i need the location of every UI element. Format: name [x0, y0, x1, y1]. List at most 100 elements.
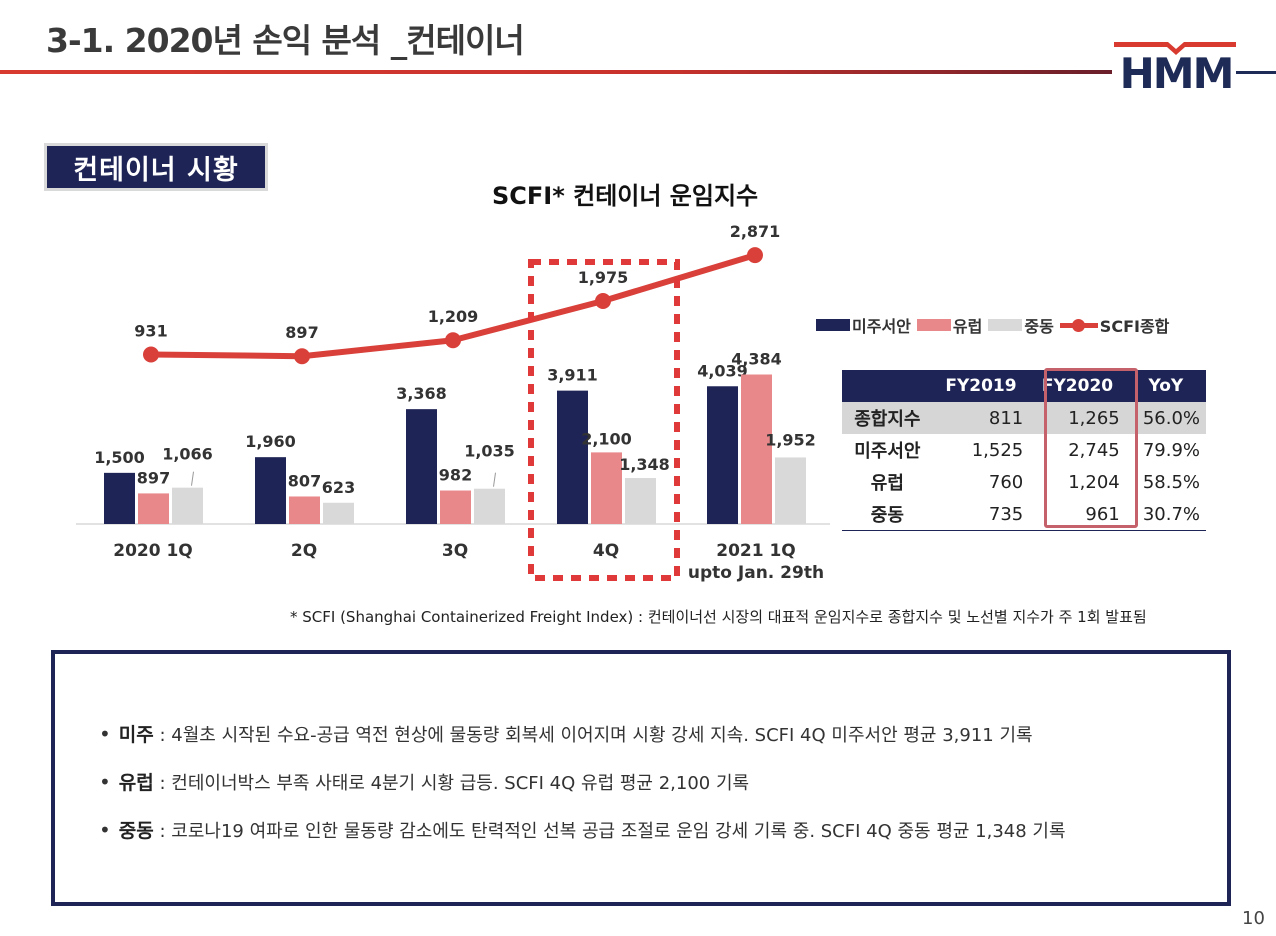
bullet: • — [99, 818, 111, 842]
page-number: 10 — [1242, 908, 1265, 929]
scfi-label: 897 — [285, 323, 318, 342]
bar-label: 1,500 — [94, 448, 145, 467]
category-sublabel: upto Jan. 29th — [688, 563, 824, 583]
bar-label: 623 — [322, 478, 355, 497]
chart-title: SCFI* 컨테이너 운임지수 — [492, 182, 759, 210]
scfi-point — [747, 247, 763, 264]
hmm-logo: HMM — [1114, 42, 1236, 94]
page-title: 3-1. 2020년 손익 분석 _컨테이너 — [46, 21, 525, 60]
table-cell: 811 — [932, 402, 1030, 434]
bar-label: 3,368 — [396, 384, 447, 403]
table-cell: 유럽 — [870, 473, 904, 494]
bar-1-3 — [591, 452, 622, 524]
note-text: : 4월초 시작된 수요-공급 역전 현상에 물동량 회복세 이어지며 시황 강… — [153, 725, 1033, 746]
table-cell: 58.5% — [1142, 471, 1200, 493]
bar-1-1 — [289, 496, 320, 524]
scfi-label: 1,975 — [578, 268, 629, 287]
bar-label: 3,911 — [547, 366, 598, 385]
bar-1-0 — [138, 493, 169, 524]
bar-label: 1,952 — [765, 430, 816, 449]
scfi-label: 931 — [134, 321, 167, 340]
bar-2-2 — [474, 488, 505, 524]
bar-0-2 — [406, 409, 437, 524]
legend-item-europe: 유럽 — [916, 313, 983, 337]
note-label: 미주 — [118, 724, 154, 746]
legend-label-us-west: 미주서안 — [852, 317, 911, 336]
title-rule-right — [1236, 71, 1276, 74]
table-cell: 중동 — [842, 498, 933, 531]
bar-label: 1,348 — [619, 455, 670, 474]
table-cell: 735 — [932, 498, 1030, 531]
note-text: : 컨테이너박스 부족 사태로 4분기 시황 급등. SCFI 4Q 유럽 평균… — [153, 773, 750, 794]
bar-2-4 — [775, 457, 806, 524]
table-cell: 미주서안 — [854, 441, 921, 462]
table-row: 중동 735 961 30.7% — [842, 498, 1206, 531]
bullet: • — [99, 722, 111, 746]
scfi-point — [595, 293, 611, 310]
legend-swatch-us-west — [816, 319, 850, 331]
bar-2-1 — [323, 502, 354, 524]
table-cell: 30.7% — [1125, 498, 1206, 531]
scfi-point — [143, 346, 159, 363]
table-cell: 1,204 — [1068, 471, 1120, 493]
legend-label-europe: 유럽 — [952, 317, 983, 336]
bar-0-1 — [255, 457, 286, 524]
scfi-point — [445, 332, 461, 349]
bar-0-3 — [557, 390, 588, 524]
bar-label: 807 — [288, 471, 321, 490]
note-europe: • 유럽 : 컨테이너박스 부족 사태로 4분기 시황 급등. SCFI 4Q 유… — [99, 768, 749, 795]
fy2020-highlight-box — [1044, 368, 1138, 528]
note-text: : 코로나19 여파로 인한 물동량 감소에도 탄력적인 선복 공급 조절로 운… — [153, 821, 1066, 842]
table-header-row: FY2019 FY2020 YoY — [842, 370, 1206, 402]
bar-1-4 — [741, 374, 772, 524]
table-row: 미주서안 1,525 2,745 79.9% — [842, 434, 1206, 466]
legend-swatch-middle-east — [988, 319, 1023, 331]
category-label: 2020 1Q — [113, 541, 193, 561]
legend-label-scfi: SCFI종합 — [1099, 317, 1170, 336]
legend-swatch-europe — [916, 319, 951, 331]
fy-comparison-table: FY2019 FY2020 YoY 종합지수 811 1,265 56.0% 미… — [842, 370, 1206, 531]
legend-item-middle-east: 중동 — [988, 313, 1054, 337]
table-row: 유럽 760 1,204 58.5% — [842, 466, 1206, 498]
bullet: • — [99, 770, 111, 794]
label-leader-line — [493, 472, 496, 487]
table-cell: 2,745 — [1068, 439, 1120, 461]
bar-0-0 — [104, 472, 135, 524]
bar-label: 1,960 — [245, 432, 296, 451]
table-cell: 79.9% — [1142, 439, 1200, 461]
table-cell: 1,525 — [971, 439, 1024, 461]
table-row: 종합지수 811 1,265 56.0% — [842, 402, 1206, 434]
category-label: 2Q — [291, 541, 317, 561]
table-header-yoy: YoY — [1125, 370, 1206, 402]
chart-legend: 미주서안 유럽 중동 SCFI종합 — [816, 313, 1175, 337]
scfi-label: 1,209 — [428, 307, 479, 326]
bar-2-0 — [172, 487, 203, 524]
highlight-4q-box — [528, 259, 680, 581]
title-rule — [0, 70, 1112, 74]
note-middle-east: • 중동 : 코로나19 여파로 인한 물동량 감소에도 탄력적인 선복 공급 조… — [99, 816, 1066, 843]
bar-label: 982 — [439, 466, 472, 485]
table-cell: 760 — [988, 471, 1024, 493]
bar-label: 1,066 — [162, 445, 213, 464]
notes-box: • 미주 : 4월초 시작된 수요-공급 역전 현상에 물동량 회복세 이어지며 … — [51, 650, 1231, 906]
category-label: 2021 1Q — [716, 541, 796, 561]
bar-2-3 — [625, 478, 656, 524]
bar-0-4 — [707, 386, 738, 524]
scfi-label: 2,871 — [730, 222, 781, 241]
table-header-fy2019: FY2019 — [932, 370, 1030, 402]
note-label: 중동 — [118, 820, 154, 842]
bar-label: 1,035 — [464, 442, 515, 461]
scfi-point — [294, 348, 310, 365]
table-cell: 56.0% — [1125, 402, 1206, 434]
footnote: * SCFI (Shanghai Containerized Freight I… — [290, 608, 1147, 626]
table-cell: 종합지수 — [842, 402, 933, 434]
logo-text: HMM — [1120, 49, 1233, 94]
legend-swatch-scfi — [1059, 319, 1098, 332]
category-label: 3Q — [442, 541, 468, 561]
table-header-blank — [842, 370, 933, 402]
bar-label: 4,384 — [731, 350, 782, 369]
note-us: • 미주 : 4월초 시작된 수요-공급 역전 현상에 물동량 회복세 이어지며 … — [99, 720, 1033, 747]
legend-label-middle-east: 중동 — [1024, 317, 1054, 336]
bar-1-2 — [440, 490, 471, 524]
